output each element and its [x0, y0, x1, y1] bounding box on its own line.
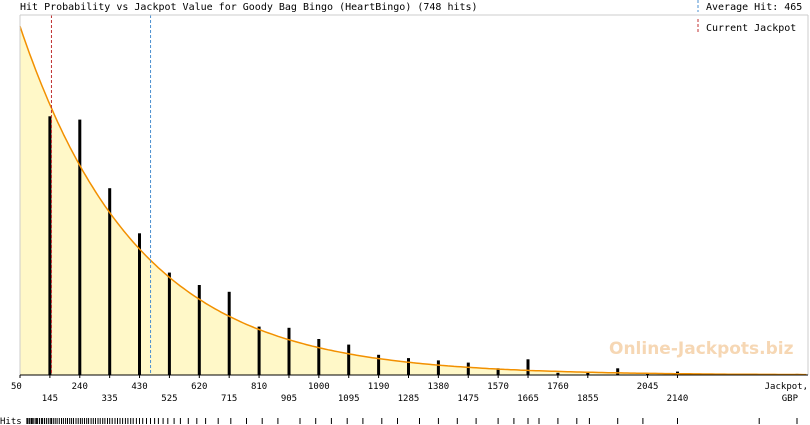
bar — [646, 373, 650, 375]
x-tick-label: 1190 — [368, 382, 390, 392]
x-tick-label: 1095 — [338, 394, 360, 404]
bar — [466, 362, 470, 375]
bar — [78, 119, 82, 375]
bar — [616, 368, 620, 376]
x-axis-unit: GBP — [782, 394, 799, 404]
x-tick-label: 1285 — [398, 394, 420, 404]
legend-average-label: Average Hit: 465 — [706, 2, 802, 13]
legend-current-label: Current Jackpot — [706, 23, 796, 34]
bar — [48, 116, 52, 376]
x-tick-label: 2045 — [637, 382, 659, 392]
bar — [287, 327, 291, 376]
x-tick-label: 1000 — [308, 382, 330, 392]
probability-area — [20, 26, 808, 376]
x-tick-label: 905 — [281, 394, 297, 404]
x-tick-label: 430 — [131, 382, 147, 392]
bar — [556, 372, 560, 376]
bar — [227, 291, 231, 376]
x-tick-label: 335 — [102, 394, 118, 404]
x-tick-label: 145 — [42, 394, 58, 404]
bar — [347, 344, 351, 375]
bar — [317, 339, 321, 375]
hits-label: Hits — [0, 417, 22, 425]
watermark: Online-Jackpots.biz — [609, 339, 794, 359]
x-tick-label: 810 — [251, 382, 267, 392]
x-tick-label: 1570 — [487, 382, 509, 392]
x-tick-label: 620 — [191, 382, 207, 392]
x-axis-label: Jackpot, — [765, 382, 808, 392]
x-tick-label: 240 — [72, 382, 88, 392]
bar — [407, 358, 410, 375]
x-tick-label: 2140 — [667, 394, 689, 404]
x-tick-label: 1760 — [547, 382, 569, 392]
x-tick-label: 50 — [11, 382, 22, 392]
bar — [496, 368, 500, 376]
x-tick-label: 1380 — [428, 382, 450, 392]
bar — [108, 188, 112, 375]
probability-curve — [19, 26, 807, 376]
x-tick-label: 1665 — [517, 394, 539, 404]
bar — [138, 233, 141, 376]
bar — [197, 285, 201, 375]
x-tick-label: 1855 — [577, 394, 599, 404]
bar — [526, 359, 530, 376]
chart-title: Hit Probability vs Jackpot Value for Goo… — [20, 2, 478, 13]
x-tick-label: 525 — [161, 394, 177, 404]
bar — [586, 372, 590, 376]
bar — [257, 326, 261, 375]
bar — [377, 354, 381, 376]
bar — [436, 360, 440, 375]
x-tick-label: 1475 — [457, 394, 479, 404]
bar — [167, 272, 171, 375]
x-tick-label: 715 — [221, 394, 237, 404]
